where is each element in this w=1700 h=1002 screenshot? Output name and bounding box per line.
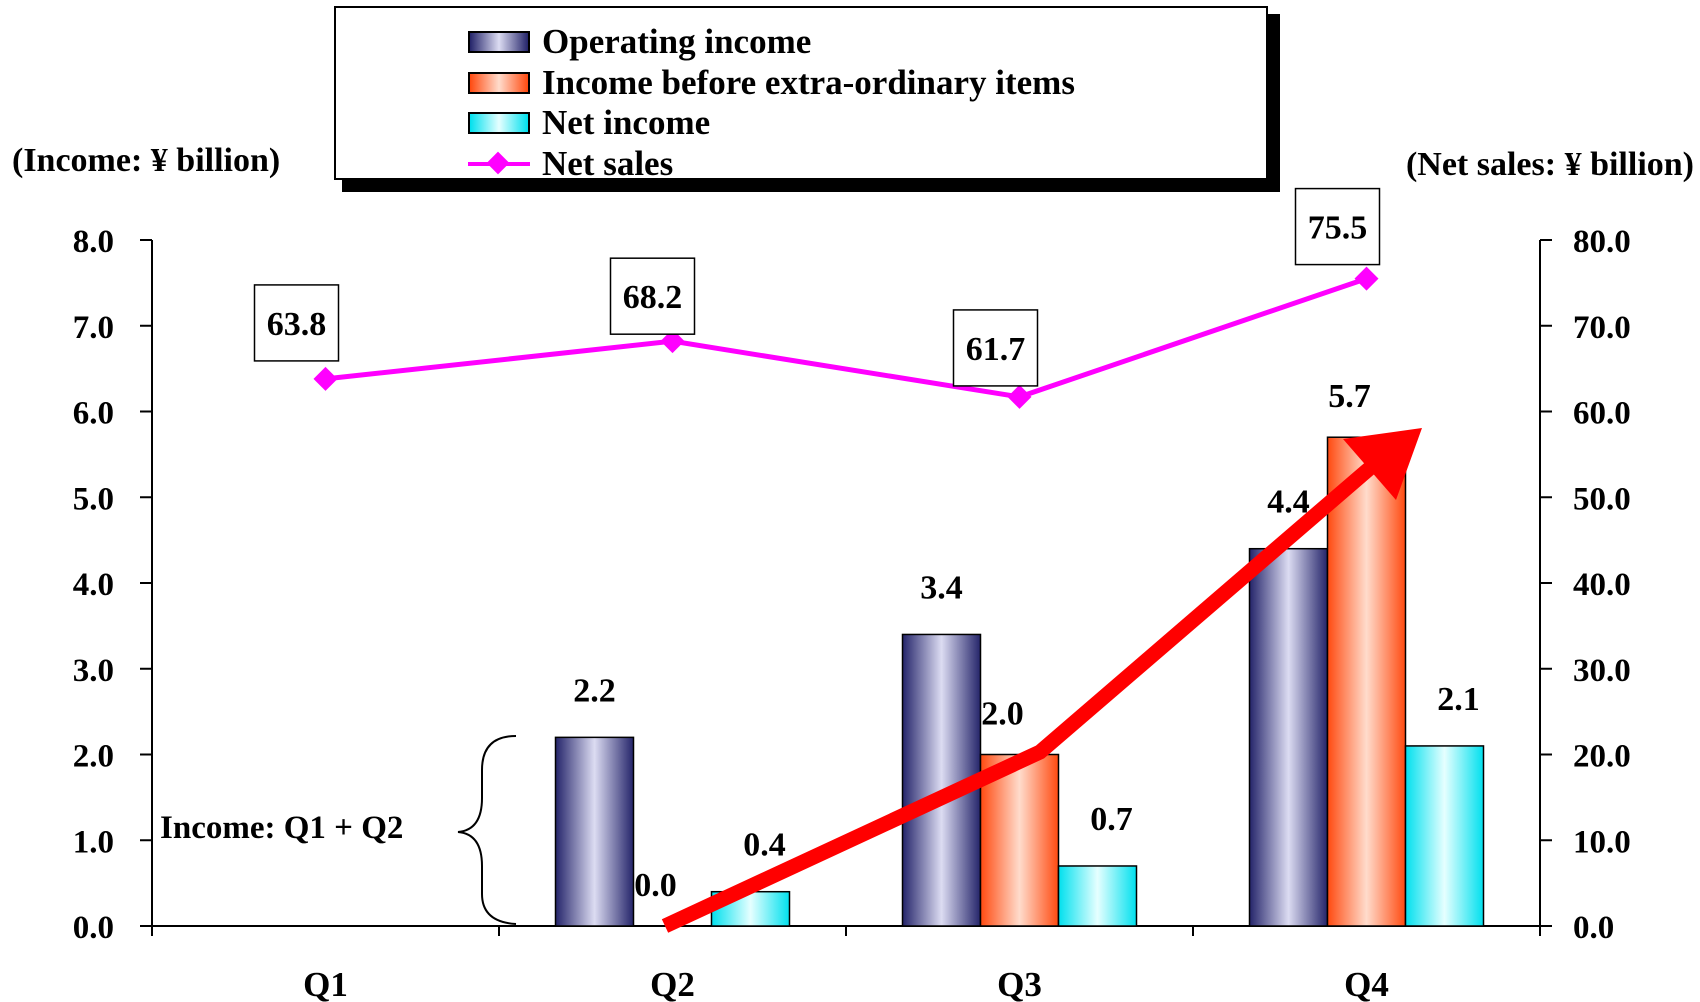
legend-item-net-sales: Net sales [468,144,673,184]
net-sales-marker [1354,266,1379,291]
trend-arrow [661,428,1422,933]
legend-item-operating-income: Operating income [468,22,811,62]
bar [1057,865,1138,927]
legend-label: Income before extra-ordinary items [542,63,1075,102]
x-tick-label: Q1 [303,965,348,1002]
x-tick-label: Q4 [1344,965,1389,1002]
brace [457,735,517,925]
data-label: 0.7 [1090,801,1133,838]
left-tick-label: 5.0 [73,481,114,517]
right-tick-label: 20.0 [1573,739,1631,775]
net-sales-marker [1007,384,1032,409]
left-tick-label: 2.0 [73,739,114,775]
net-sales-marker [313,366,338,391]
right-tick-label: 30.0 [1573,653,1631,689]
bar [1404,745,1485,927]
legend-swatch-income-before [468,72,530,94]
left-tick-label: 4.0 [73,567,114,603]
legend-label: Net sales [542,144,674,183]
net-sales-marker [660,329,685,354]
right-axis-title: (Net sales: ¥ billion) [1405,146,1694,183]
bar [1326,436,1407,927]
legend-swatch-operating-income [468,31,530,53]
legend: Operating income Income before extra-ord… [334,6,1268,183]
right-tick-label: 10.0 [1573,824,1631,860]
net-sales-label: 61.7 [966,331,1026,368]
data-label: 0.0 [634,867,677,904]
legend-swatch-net-sales [468,151,530,175]
legend-item-income-before-extra-ordinary-items: Income before extra-ordinary items [468,63,1075,103]
bar [554,736,635,927]
legend-swatch-net-income [468,112,530,134]
data-label: 4.4 [1267,484,1310,521]
data-label: 0.4 [743,827,786,864]
legend-label: Operating income [542,22,812,61]
net-sales-label: 63.8 [267,306,327,343]
x-tick-label: Q3 [997,965,1042,1002]
left-axis-title: (Income: ¥ billion) [12,142,281,179]
data-label: 2.1 [1437,681,1480,718]
annotation-label: Income: Q1 + Q2 [160,810,404,846]
data-label: 2.2 [573,672,616,709]
data-label: 3.4 [920,569,963,606]
right-tick-label: 40.0 [1573,567,1631,603]
legend-label: Net income [542,103,711,142]
left-tick-label: 6.0 [73,396,114,432]
net-sales-label-box [609,257,696,335]
left-tick-label: 0.0 [73,910,114,946]
net-sales-label: 68.2 [623,279,683,316]
left-tick-label: 8.0 [73,224,114,260]
left-tick-label: 1.0 [73,824,114,860]
right-tick-label: 50.0 [1573,481,1631,517]
x-tick-label: Q2 [650,965,695,1002]
left-tick-label: 3.0 [73,653,114,689]
right-tick-label: 60.0 [1573,396,1631,432]
net-sales-label-box [952,309,1039,387]
data-label: 2.0 [981,696,1024,733]
right-tick-label: 80.0 [1573,224,1631,260]
right-tick-label: 70.0 [1573,310,1631,346]
left-tick-label: 7.0 [73,310,114,346]
net-sales-label: 75.5 [1308,210,1368,247]
net-sales-label-box [1294,187,1381,266]
net-sales-line [325,276,1368,400]
bar [1248,547,1329,927]
net-sales-label-box [253,284,340,362]
right-tick-label: 0.0 [1573,910,1614,946]
data-label: 5.7 [1328,378,1371,415]
legend-item-net-income: Net income [468,103,710,143]
